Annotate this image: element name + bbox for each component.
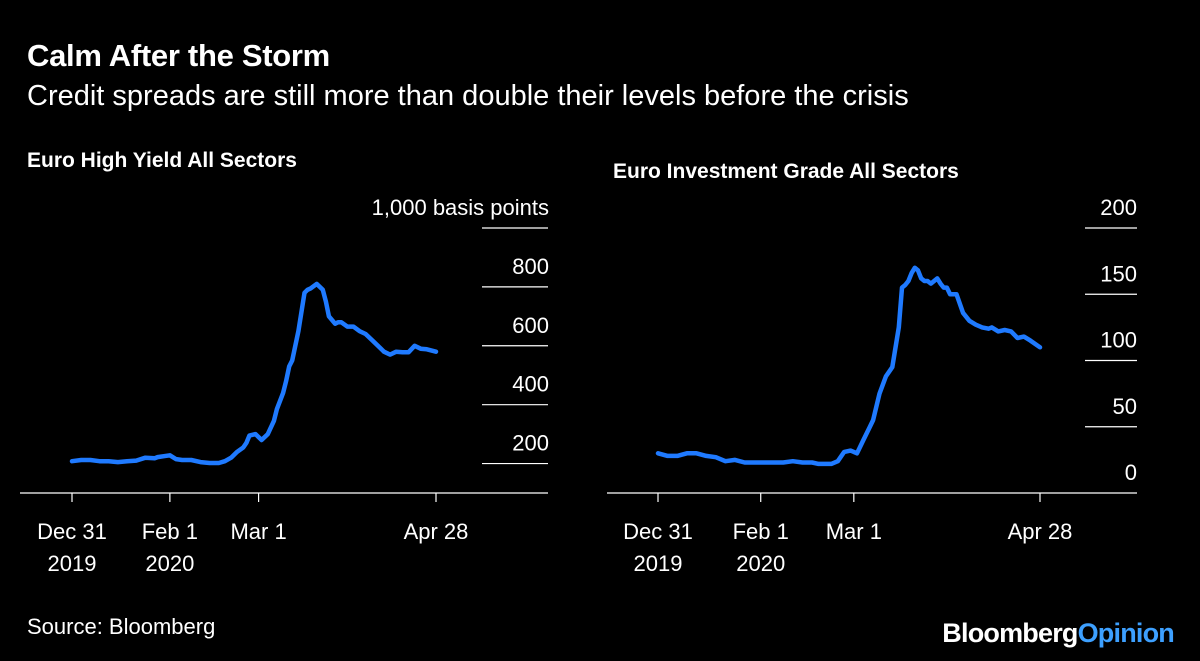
y-tick-label-hy-800: 800 [512, 254, 549, 279]
y-tick-label-ig-100: 100 [1100, 328, 1137, 353]
x-tick-label-hy-1: Feb 1 [142, 519, 198, 544]
series-line-ig-0 [655, 265, 1043, 467]
x-tick-year-ig-0: 2019 [634, 551, 683, 576]
chart-euro-high-yield: Euro High Yield All Sectors 200 400 600 800 1… [20, 149, 549, 576]
x-tick-label-ig-2: Mar 1 [826, 519, 882, 544]
chart-euro-investment-grade: Euro Investment Grade All Sectors 0 50 100 1… [607, 160, 1137, 576]
y-tick-label-ig-200: 200 [1100, 195, 1137, 220]
bloomberg-opinion-logo: BloombergOpinion [942, 618, 1175, 649]
y-tick-label-hy-400: 400 [512, 372, 549, 397]
chart-subtitle: Credit spreads are still more than doubl… [27, 80, 909, 112]
y-tick-label-hy-1000: 1,000 basis points [372, 195, 549, 220]
x-tick-label-ig-0: Dec 31 [623, 519, 693, 544]
series-line-hy-0 [69, 281, 439, 466]
x-tick-year-ig-1: 2020 [736, 551, 785, 576]
panel-title-ig: Euro Investment Grade All Sectors [613, 160, 959, 183]
brand-secondary: Opinion [1077, 618, 1175, 648]
x-tick-year-hy-0: 2019 [48, 551, 97, 576]
x-tick-year-hy-1: 2020 [145, 551, 194, 576]
panel-title-hy: Euro High Yield All Sectors [27, 149, 297, 172]
x-tick-label-hy-3: Apr 28 [404, 519, 469, 544]
y-tick-label-ig-50: 50 [1113, 394, 1137, 419]
x-tick-label-hy-0: Dec 31 [37, 519, 107, 544]
x-tick-label-ig-3: Apr 28 [1008, 519, 1073, 544]
y-tick-label-ig-0: 0 [1125, 460, 1137, 485]
y-tick-label-hy-200: 200 [512, 431, 549, 456]
brand-primary: Bloomberg [942, 618, 1078, 648]
x-tick-label-hy-2: Mar 1 [230, 519, 286, 544]
y-tick-label-hy-600: 600 [512, 313, 549, 338]
chart-title: Calm After the Storm [27, 38, 330, 73]
y-tick-label-ig-150: 150 [1100, 261, 1137, 286]
x-tick-label-ig-1: Feb 1 [733, 519, 789, 544]
source-note: Source: Bloomberg [27, 614, 216, 639]
